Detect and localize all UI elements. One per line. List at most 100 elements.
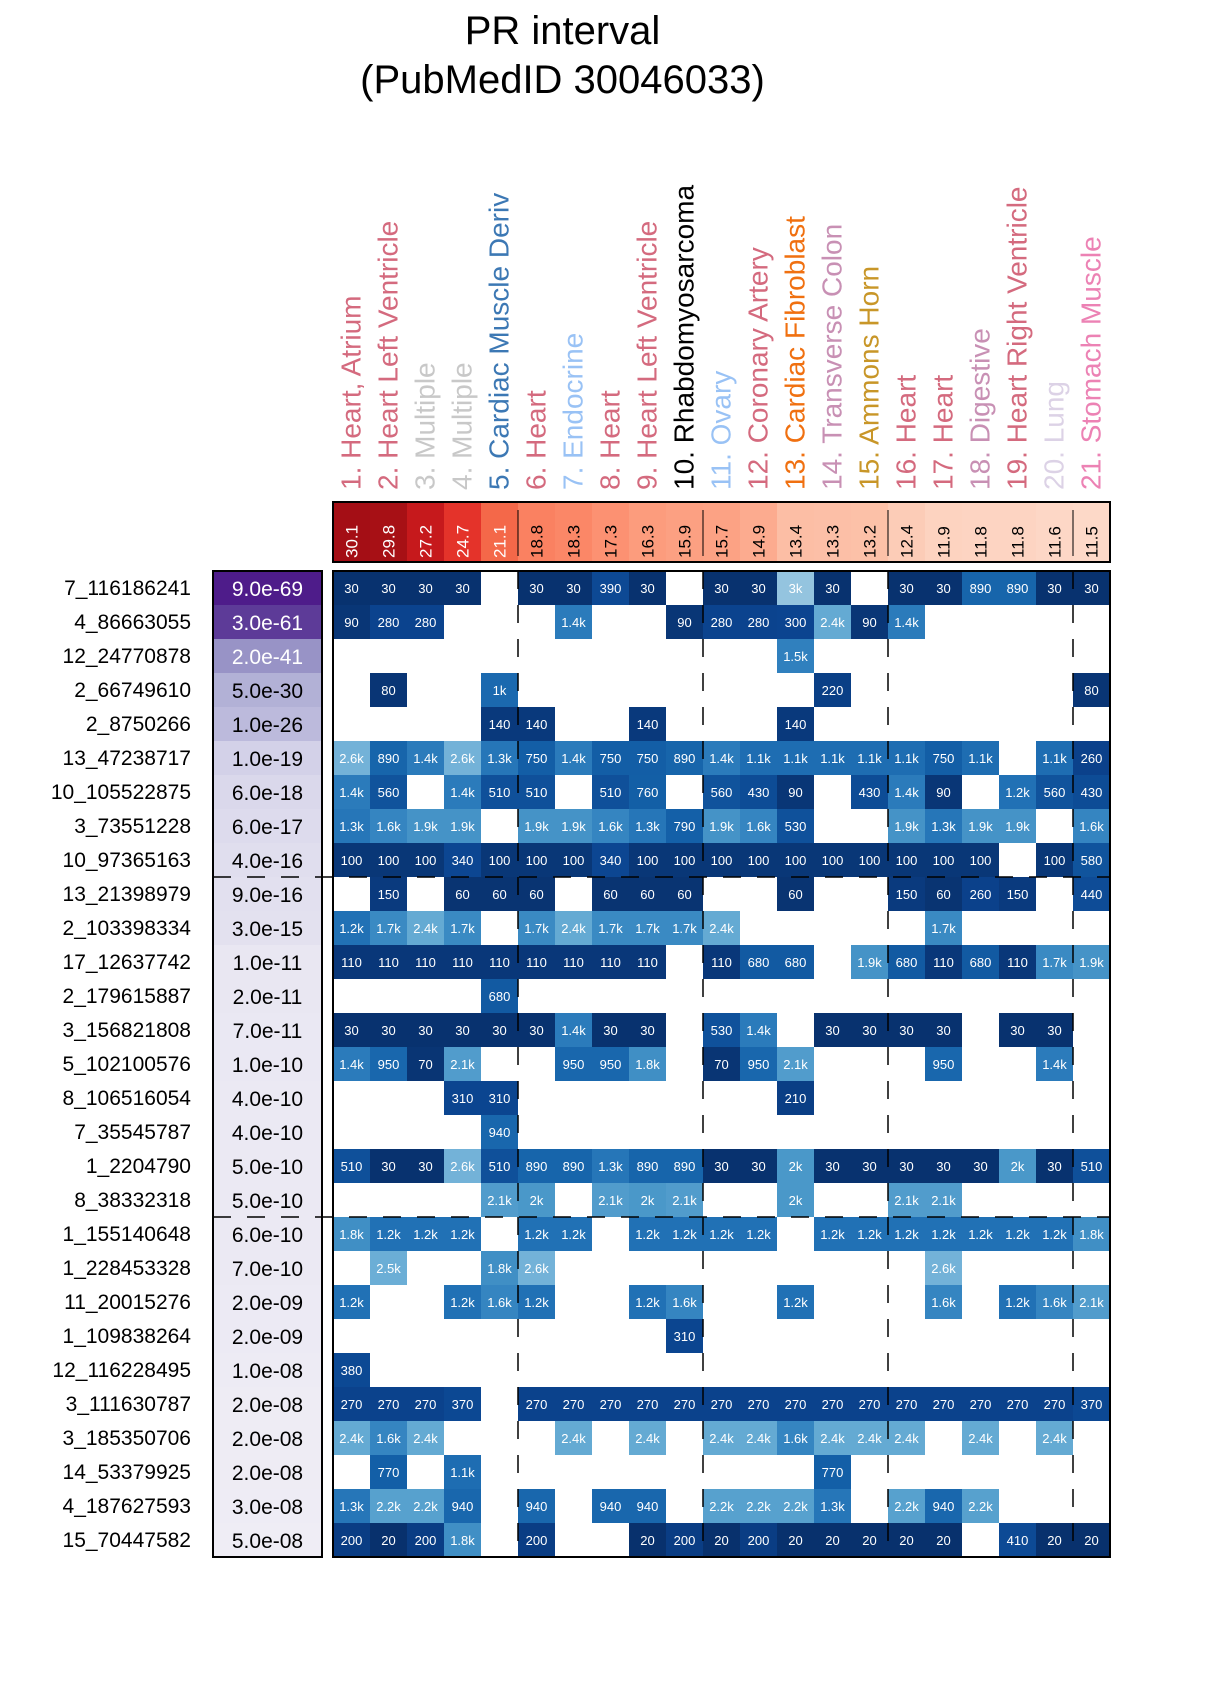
heat-cell [629, 1183, 666, 1217]
heat-cell-label: 1.7k [635, 921, 660, 936]
heat-cell-label: 30 [455, 1023, 469, 1038]
heat-cell [407, 843, 444, 877]
heat-cell-label: 2k [1011, 1159, 1025, 1174]
score-cell [888, 502, 925, 562]
heat-cell [444, 877, 481, 911]
score-label: 24.7 [454, 525, 473, 558]
pvalue-cell [213, 843, 322, 877]
pvalue-label: 9.0e-16 [232, 884, 303, 907]
heat-cell [925, 1149, 962, 1183]
heat-cell [888, 605, 925, 639]
heat-cell-label: 1.2k [894, 1227, 919, 1242]
heat-cell-label: 2k [530, 1193, 544, 1208]
score-cell [666, 502, 703, 562]
heat-cell [888, 1217, 925, 1251]
heat-cell-label: 2.4k [561, 921, 586, 936]
pvalue-label: 6.0e-10 [232, 1224, 303, 1247]
heat-cell-label: 30 [936, 1023, 950, 1038]
heat-cell [555, 843, 592, 877]
heat-cell-label: 20 [862, 1533, 876, 1548]
heat-cell [666, 1387, 703, 1421]
pvalue-cell [213, 1353, 322, 1387]
heat-cell [999, 1285, 1036, 1319]
heat-cell [703, 571, 740, 605]
pvalue-label: 6.0e-17 [232, 816, 303, 839]
heat-cell [740, 1523, 777, 1557]
heat-cell [333, 1217, 370, 1251]
heat-cell [629, 911, 666, 945]
heat-cell [518, 1387, 555, 1421]
heat-cell-label: 1.2k [635, 1295, 660, 1310]
heat-cell [740, 605, 777, 639]
heat-cell [370, 1149, 407, 1183]
column-label: 15. Ammons Horn [854, 266, 885, 490]
score-cell [333, 502, 370, 562]
column-label: 5. Cardiac Muscle Deriv [484, 193, 515, 490]
pvalue-cell [213, 1285, 322, 1319]
heat-cell [407, 1489, 444, 1523]
heat-cell-label: 1.2k [339, 1295, 364, 1310]
heat-cell [777, 571, 814, 605]
heat-cell [333, 1285, 370, 1319]
column-label: 7. Endocrine [558, 333, 589, 490]
row-label: 2_103398334 [63, 917, 192, 940]
pvalue-label: 2.0e-08 [232, 1462, 303, 1485]
heat-cell-label: 1.4k [561, 615, 586, 630]
heat-cell [888, 1149, 925, 1183]
row-label: 2_8750266 [86, 713, 191, 736]
heat-cell-label: 1.8k [339, 1227, 364, 1242]
heat-cell-label: 2.4k [635, 1431, 660, 1446]
heat-cell [333, 911, 370, 945]
heat-cell [407, 809, 444, 843]
heat-cell-label: 940 [600, 1499, 622, 1514]
heat-cell [851, 775, 888, 809]
heat-cell [1073, 945, 1110, 979]
row-label: 3_156821808 [63, 1019, 191, 1042]
heat-cell [703, 1489, 740, 1523]
heat-cell-label: 2.4k [820, 615, 845, 630]
score-cell [851, 502, 888, 562]
heat-cell-label: 770 [378, 1465, 400, 1480]
heat-cell [1036, 741, 1073, 775]
pvalue-cell [213, 1523, 322, 1557]
heat-cell [888, 1013, 925, 1047]
heat-cell-label: 1.2k [635, 1227, 660, 1242]
heat-cell-label: 430 [1081, 785, 1103, 800]
heat-cell [814, 1013, 851, 1047]
heat-cell-label: 30 [418, 1023, 432, 1038]
heat-cell-label: 110 [637, 955, 658, 970]
score-cell [925, 502, 962, 562]
heat-cell-label: 1.3k [931, 819, 956, 834]
pvalue-cell [213, 945, 322, 979]
heat-cell-label: 200 [526, 1533, 548, 1548]
heat-cell-label: 90 [862, 615, 876, 630]
heat-cell-label: 270 [637, 1397, 659, 1412]
heat-cell [888, 945, 925, 979]
score-label: 30.1 [343, 525, 362, 558]
score-label: 18.3 [565, 525, 584, 558]
heat-cell [814, 673, 851, 707]
heat-cell [703, 605, 740, 639]
heat-cell [851, 1217, 888, 1251]
heat-cell [481, 1285, 518, 1319]
heat-cell-label: 90 [788, 785, 802, 800]
heat-cell [518, 945, 555, 979]
heat-cell [370, 571, 407, 605]
heat-cell [888, 741, 925, 775]
heat-cell-label: 950 [748, 1057, 770, 1072]
heat-cell-label: 30 [418, 581, 432, 596]
heat-cell [481, 775, 518, 809]
heat-cell [851, 605, 888, 639]
score-label: 11.5 [1083, 526, 1102, 558]
heat-cell [1073, 741, 1110, 775]
pvalue-cell [213, 707, 322, 741]
heat-cell-label: 940 [637, 1499, 659, 1514]
heat-cell-label: 270 [711, 1397, 733, 1412]
heat-cell [444, 1387, 481, 1421]
heat-cell-label: 1.3k [487, 751, 512, 766]
heat-cell [518, 1183, 555, 1217]
heat-cell-label: 150 [378, 887, 400, 902]
heat-cell [740, 1013, 777, 1047]
row-label: 1_228453328 [63, 1257, 191, 1280]
row-label: 4_86663055 [74, 611, 191, 634]
